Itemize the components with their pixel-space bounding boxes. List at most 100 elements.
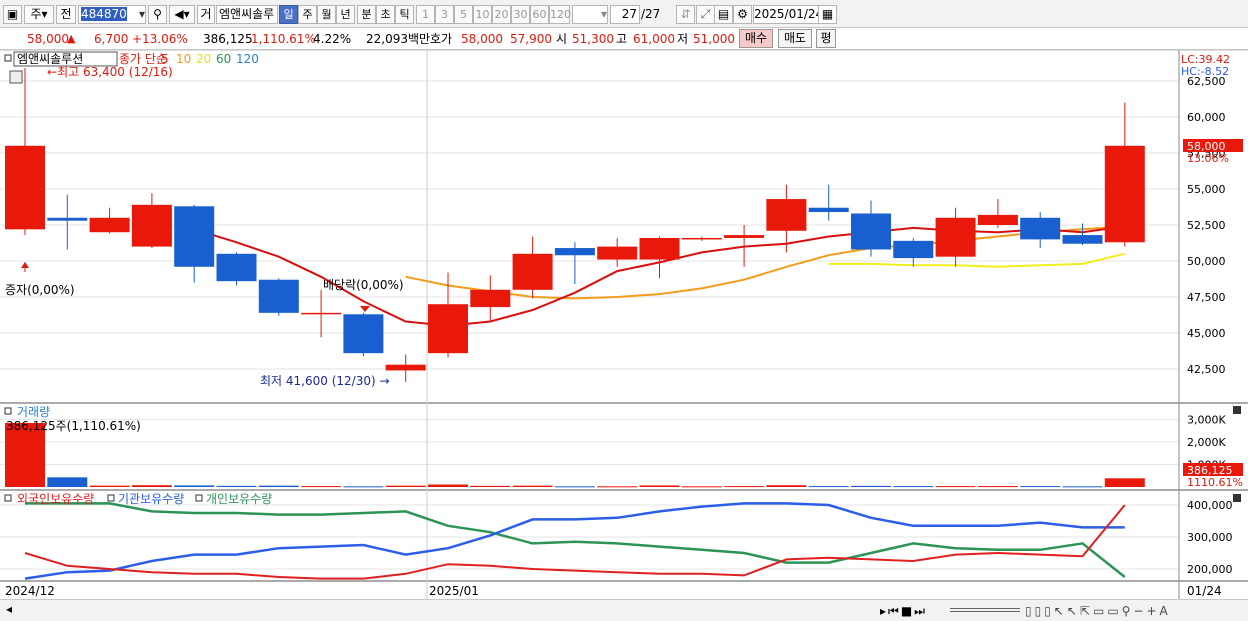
price-change: 6,700 — [94, 32, 129, 46]
avg-button[interactable]: 평 — [816, 29, 836, 48]
change-percent: +13.06% — [132, 32, 188, 46]
candle-body — [512, 253, 553, 290]
date-input[interactable]: 2025/01/24 — [753, 5, 823, 24]
candle-body — [343, 314, 384, 354]
bid-price: 57,900 — [510, 32, 552, 46]
period-month[interactable]: 월 — [317, 5, 336, 24]
stock-name-field[interactable]: 엠앤씨솔루 — [216, 5, 278, 24]
interval-60[interactable]: 60 — [530, 5, 549, 24]
drawing-tools[interactable]: ▯▯▯↖↖⇱▭▭⚲−+A — [1025, 604, 1171, 618]
turnover-percent: 4.22% — [313, 32, 352, 46]
date-label-jan: 2025/01 — [429, 584, 479, 598]
draw-icon[interactable]: ⤢ — [696, 5, 715, 24]
calc-icon[interactable] — [9, 70, 23, 84]
interval-120[interactable]: 120 — [549, 5, 571, 24]
gear-icon[interactable]: ⚙ — [733, 5, 752, 24]
candle-body — [597, 246, 638, 260]
ma20-line — [828, 252, 1126, 268]
collapse-icon[interactable] — [4, 54, 12, 62]
period-minute[interactable]: 분 — [357, 5, 376, 24]
volume-close-icon[interactable] — [1233, 406, 1241, 414]
speaker-icon[interactable]: ◀▾ — [169, 5, 195, 24]
candle-body — [554, 248, 595, 256]
price-tick-label: 55,000 — [1187, 183, 1226, 196]
sync-icon[interactable]: ⇵ — [676, 5, 695, 24]
legend-institution: 기관보유수량 — [118, 492, 184, 506]
count-total: /27 — [641, 7, 661, 21]
interval-1[interactable]: 1 — [416, 5, 435, 24]
scrollbar[interactable]: ◂ ▸⏮■⏭ ▯▯▯↖↖⇱▭▭⚲−+A — [0, 599, 1248, 621]
high-label: 고 — [616, 32, 628, 46]
buy-button[interactable]: 매수 — [739, 29, 773, 48]
volume-tick-label: 3,000K — [1187, 414, 1226, 427]
zoom-slider[interactable] — [950, 608, 1020, 612]
menu-icon[interactable]: ▣ — [3, 5, 22, 24]
scroll-left-icon[interactable]: ◂ — [6, 602, 13, 616]
volume-bar — [724, 486, 765, 488]
volume-tag — [1183, 463, 1243, 476]
trade-button[interactable]: 거 — [197, 5, 215, 24]
interval-30[interactable]: 30 — [511, 5, 530, 24]
period-day[interactable]: 일 — [279, 5, 298, 24]
low-marker: 최저 41,600 (12/30) → — [260, 374, 390, 388]
period-second[interactable]: 초 — [376, 5, 395, 24]
calendar-icon[interactable]: ▦ — [818, 5, 837, 24]
search-icon[interactable]: ⚲ — [148, 5, 167, 24]
interval-3[interactable]: 3 — [435, 5, 454, 24]
interval-select[interactable]: ▾ — [572, 5, 608, 24]
interval-10[interactable]: 10 — [473, 5, 492, 24]
price-tick-label: 62,500 — [1187, 75, 1226, 88]
candle-body — [89, 217, 130, 233]
volume-bar — [343, 486, 384, 488]
volume-bar — [512, 485, 553, 487]
save-icon[interactable]: ▤ — [714, 5, 733, 24]
volume-bar — [216, 485, 257, 487]
volume-bar — [131, 485, 172, 487]
period-week[interactable]: 주 — [298, 5, 317, 24]
stock-name: 엠앤씨솔루션 — [17, 52, 83, 66]
count-input[interactable]: 27 — [610, 5, 640, 24]
code-input[interactable]: 484870 ▾ — [78, 5, 146, 24]
holding-lines — [24, 502, 1126, 580]
holding-collapse-icon[interactable] — [4, 494, 12, 502]
candle-body — [1104, 145, 1145, 243]
candle-body — [977, 214, 1018, 225]
ma10-line — [405, 225, 1125, 300]
volume-bar — [597, 486, 638, 488]
volume-bar — [851, 485, 891, 487]
bid-label: 호가 — [430, 32, 453, 46]
open-price: 51,300 — [572, 32, 614, 46]
candle-body — [216, 253, 257, 282]
candle-body — [681, 237, 722, 240]
volume-bar — [428, 484, 468, 487]
hc-label: HC:-8.52 — [1181, 65, 1229, 78]
volume: 386,125 — [203, 32, 253, 46]
volume-bar — [639, 485, 680, 487]
pct-tag-value: 13.06% — [1187, 152, 1229, 165]
price-tick-label: 60,000 — [1187, 111, 1226, 124]
playback-controls[interactable]: ▸⏮■⏭ — [880, 604, 927, 618]
institution-line — [25, 502, 1126, 578]
individual-line — [24, 504, 1126, 580]
period-tick[interactable]: 틱 — [395, 5, 414, 24]
ma-5-label: 5 — [161, 52, 169, 66]
stock-name-box — [13, 51, 118, 67]
interval-5[interactable]: 5 — [454, 5, 473, 24]
holding-close-icon[interactable] — [1233, 494, 1241, 502]
type-select[interactable]: 주▾ — [24, 5, 54, 24]
volume-bar — [1104, 478, 1145, 487]
low-price: 51,000 — [693, 32, 735, 46]
foreign-line — [24, 502, 1125, 580]
prev-button[interactable]: 전 — [56, 5, 76, 24]
ma-10-label: 10 — [176, 52, 191, 66]
volume-bar — [1062, 486, 1103, 488]
volume-collapse-icon[interactable] — [4, 407, 12, 415]
sell-button[interactable]: 매도 — [778, 29, 812, 48]
ex-dividend-event: 배당락(0,00%) — [323, 278, 404, 292]
legend-individual: 개인보유수량 — [206, 492, 272, 506]
interval-20[interactable]: 20 — [492, 5, 511, 24]
trade-amount: 22,093백만 — [366, 32, 431, 46]
period-year[interactable]: 년 — [336, 5, 355, 24]
candles — [5, 68, 1145, 382]
volume-bar — [893, 486, 934, 488]
